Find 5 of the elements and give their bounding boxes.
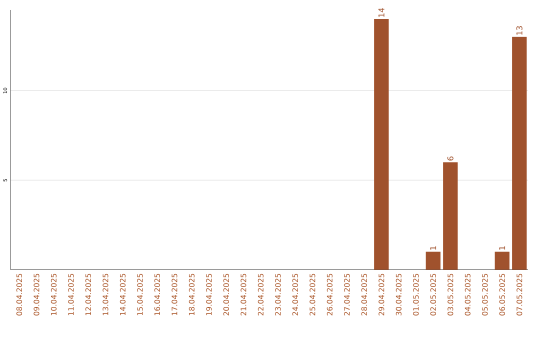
bar: [494, 252, 510, 270]
bar: [426, 252, 440, 270]
bar: [374, 19, 389, 270]
bar: [512, 37, 527, 270]
bar: [443, 162, 458, 270]
